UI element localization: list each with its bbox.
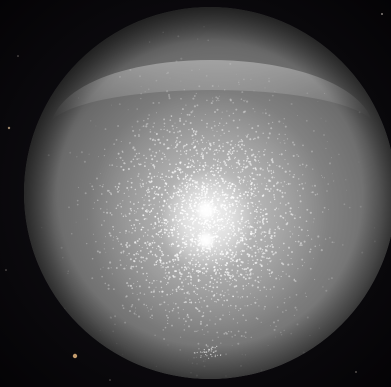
background-star <box>109 379 111 381</box>
background-star <box>72 353 78 359</box>
core-glow <box>159 170 255 274</box>
background-star <box>7 126 11 130</box>
bright-core-upper <box>195 199 217 221</box>
background-star <box>17 55 19 57</box>
background-star <box>381 13 383 15</box>
sphere <box>24 7 391 379</box>
bright-core-lower <box>196 230 216 250</box>
background-star <box>5 269 7 271</box>
background-star <box>355 371 357 373</box>
